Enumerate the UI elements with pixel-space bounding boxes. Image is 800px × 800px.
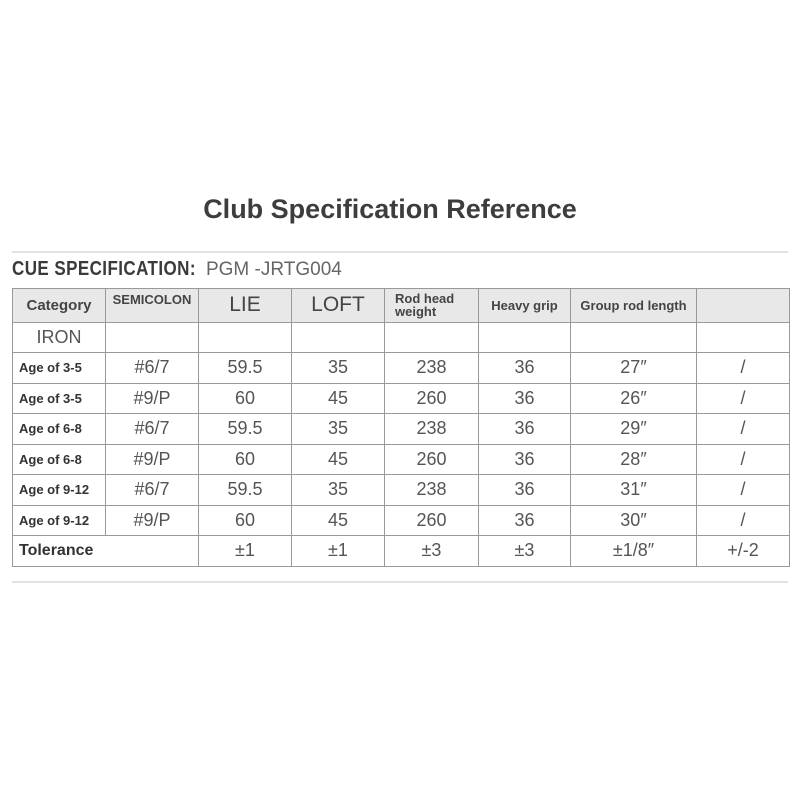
table-cell: 60 [198, 443, 292, 475]
page-title: Club Specification Reference [203, 194, 577, 224]
tolerance-cell: ±1 [291, 535, 385, 567]
table-cell: Age of 9-12 [12, 474, 106, 506]
table-cell: 36 [478, 413, 571, 445]
header-cell: Group rod length [570, 288, 697, 323]
table-cell: 260 [384, 382, 479, 414]
table-cell: 30″ [570, 504, 697, 536]
table-cell: 36 [478, 352, 571, 384]
table-cell: / [696, 352, 790, 384]
table-cell: 36 [478, 474, 571, 506]
table-cell: #9/P [105, 443, 199, 475]
table-cell: #6/7 [105, 413, 199, 445]
subheader-cell: IRON [12, 321, 106, 353]
table-cell: Age of 3-5 [12, 352, 106, 384]
header-cell: SEMICOLON [105, 288, 199, 323]
table-row: Age of 6-8 #6/7 59.5 35 238 36 29″ / [12, 413, 790, 445]
divider [12, 251, 788, 253]
table-cell: 36 [478, 504, 571, 536]
spec-heading: CUE SPECIFICATION: PGM -JRTG004 [12, 258, 342, 281]
header-cell [696, 288, 790, 323]
table-cell: / [696, 474, 790, 506]
spec-label: CUE SPECIFICATION: [12, 258, 196, 280]
tolerance-cell: ±1 [198, 535, 292, 567]
table-cell: Age of 6-8 [12, 443, 106, 475]
table-cell: 36 [478, 382, 571, 414]
table-cell: / [696, 382, 790, 414]
table-cell: 26″ [570, 382, 697, 414]
table-cell: 260 [384, 504, 479, 536]
table-cell: 27″ [570, 352, 697, 384]
table-cell: 45 [291, 443, 385, 475]
header-cell: LOFT [291, 288, 385, 323]
divider [12, 581, 788, 583]
table-cell: 45 [291, 504, 385, 536]
table-row: Age of 3-5 #6/7 59.5 35 238 36 27″ / [12, 352, 790, 384]
table-cell: 260 [384, 443, 479, 475]
tolerance-label: Tolerance [12, 535, 199, 567]
table-cell: / [696, 413, 790, 445]
table-cell: 36 [478, 443, 571, 475]
table-row: Age of 9-12 #6/7 59.5 35 238 36 31″ / [12, 474, 790, 506]
table-cell: 35 [291, 413, 385, 445]
header-cell: LIE [198, 288, 292, 323]
table-cell: 28″ [570, 443, 697, 475]
tolerance-row: Tolerance ±1 ±1 ±3 ±3 ±1/8″ +/-2 [12, 535, 790, 567]
table-cell: #9/P [105, 504, 199, 536]
table-cell: #6/7 [105, 352, 199, 384]
table-cell: 238 [384, 413, 479, 445]
header-cell: Heavy grip [478, 288, 571, 323]
table-cell: 29″ [570, 413, 697, 445]
table-cell: 60 [198, 504, 292, 536]
table-cell: 238 [384, 474, 479, 506]
spec-model: PGM -JRTG004 [205, 259, 342, 280]
table-cell: / [696, 443, 790, 475]
table-row: Age of 9-12 #9/P 60 45 260 36 30″ / [12, 504, 790, 536]
table-cell: 45 [291, 382, 385, 414]
table-cell: 31″ [570, 474, 697, 506]
tolerance-cell: +/-2 [696, 535, 790, 567]
table-cell: 59.5 [198, 474, 292, 506]
spec-table: Category SEMICOLON LIE LOFT Rod head wei… [12, 288, 790, 567]
table-cell: / [696, 504, 790, 536]
table-cell: 59.5 [198, 352, 292, 384]
table-cell: Age of 9-12 [12, 504, 106, 536]
tolerance-cell: ±1/8″ [570, 535, 697, 567]
table-cell: 60 [198, 382, 292, 414]
table-row: Age of 6-8 #9/P 60 45 260 36 28″ / [12, 443, 790, 475]
table-cell: Age of 6-8 [12, 413, 106, 445]
tolerance-cell: ±3 [478, 535, 571, 567]
table-cell: 238 [384, 352, 479, 384]
table-cell: 59.5 [198, 413, 292, 445]
table-cell: 35 [291, 352, 385, 384]
subheader-row: IRON [12, 321, 790, 353]
header-row: Category SEMICOLON LIE LOFT Rod head wei… [12, 288, 790, 323]
table-cell: #9/P [105, 382, 199, 414]
table-cell: #6/7 [105, 474, 199, 506]
table-cell: 35 [291, 474, 385, 506]
tolerance-cell: ±3 [384, 535, 479, 567]
header-cell: Category [12, 288, 106, 323]
header-cell: Rod head weight [384, 288, 479, 323]
table-row: Age of 3-5 #9/P 60 45 260 36 26″ / [12, 382, 790, 414]
table-cell: Age of 3-5 [12, 382, 106, 414]
